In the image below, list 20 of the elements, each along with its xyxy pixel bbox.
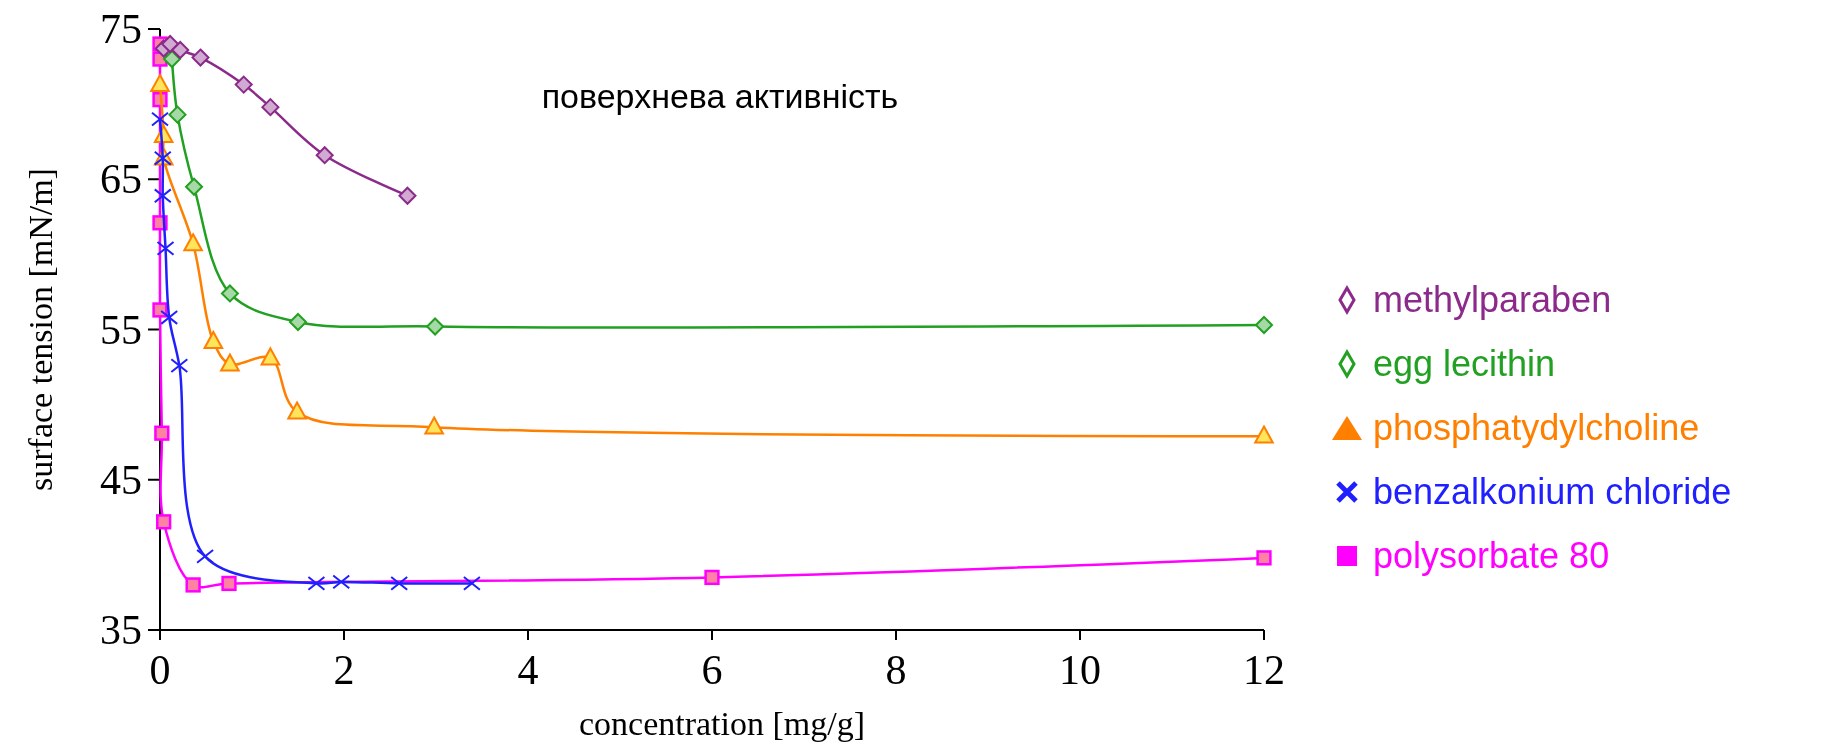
- y-tick-label: 45: [100, 456, 142, 503]
- legend-label: polysorbate 80: [1373, 535, 1610, 576]
- x-tick-label: 0: [149, 647, 171, 693]
- y-axis-title: surface tension [mN/m]: [22, 168, 59, 491]
- x-tick-label: 10: [1059, 647, 1101, 693]
- x-tick-label: 8: [885, 647, 907, 693]
- legend-label: egg lecithin: [1373, 343, 1556, 384]
- x-axis-title: concentration [mg/g]: [578, 705, 866, 742]
- x-tick-label: 12: [1243, 647, 1285, 693]
- legend-label: benzalkonium chloride: [1373, 471, 1732, 512]
- x-tick-label: 2: [333, 647, 355, 693]
- y-tick-label: 65: [100, 156, 142, 203]
- legend-label: phosphatydylcholine: [1373, 407, 1700, 448]
- legend-label: methylparaben: [1373, 279, 1612, 320]
- y-tick-label: 75: [100, 6, 142, 52]
- x-tick-label: 6: [701, 647, 723, 693]
- y-tick-label: 55: [100, 306, 142, 353]
- x-tick-label: 4: [517, 647, 539, 693]
- y-tick-label: 35: [100, 607, 142, 653]
- text: поверхнева активність: [541, 77, 899, 115]
